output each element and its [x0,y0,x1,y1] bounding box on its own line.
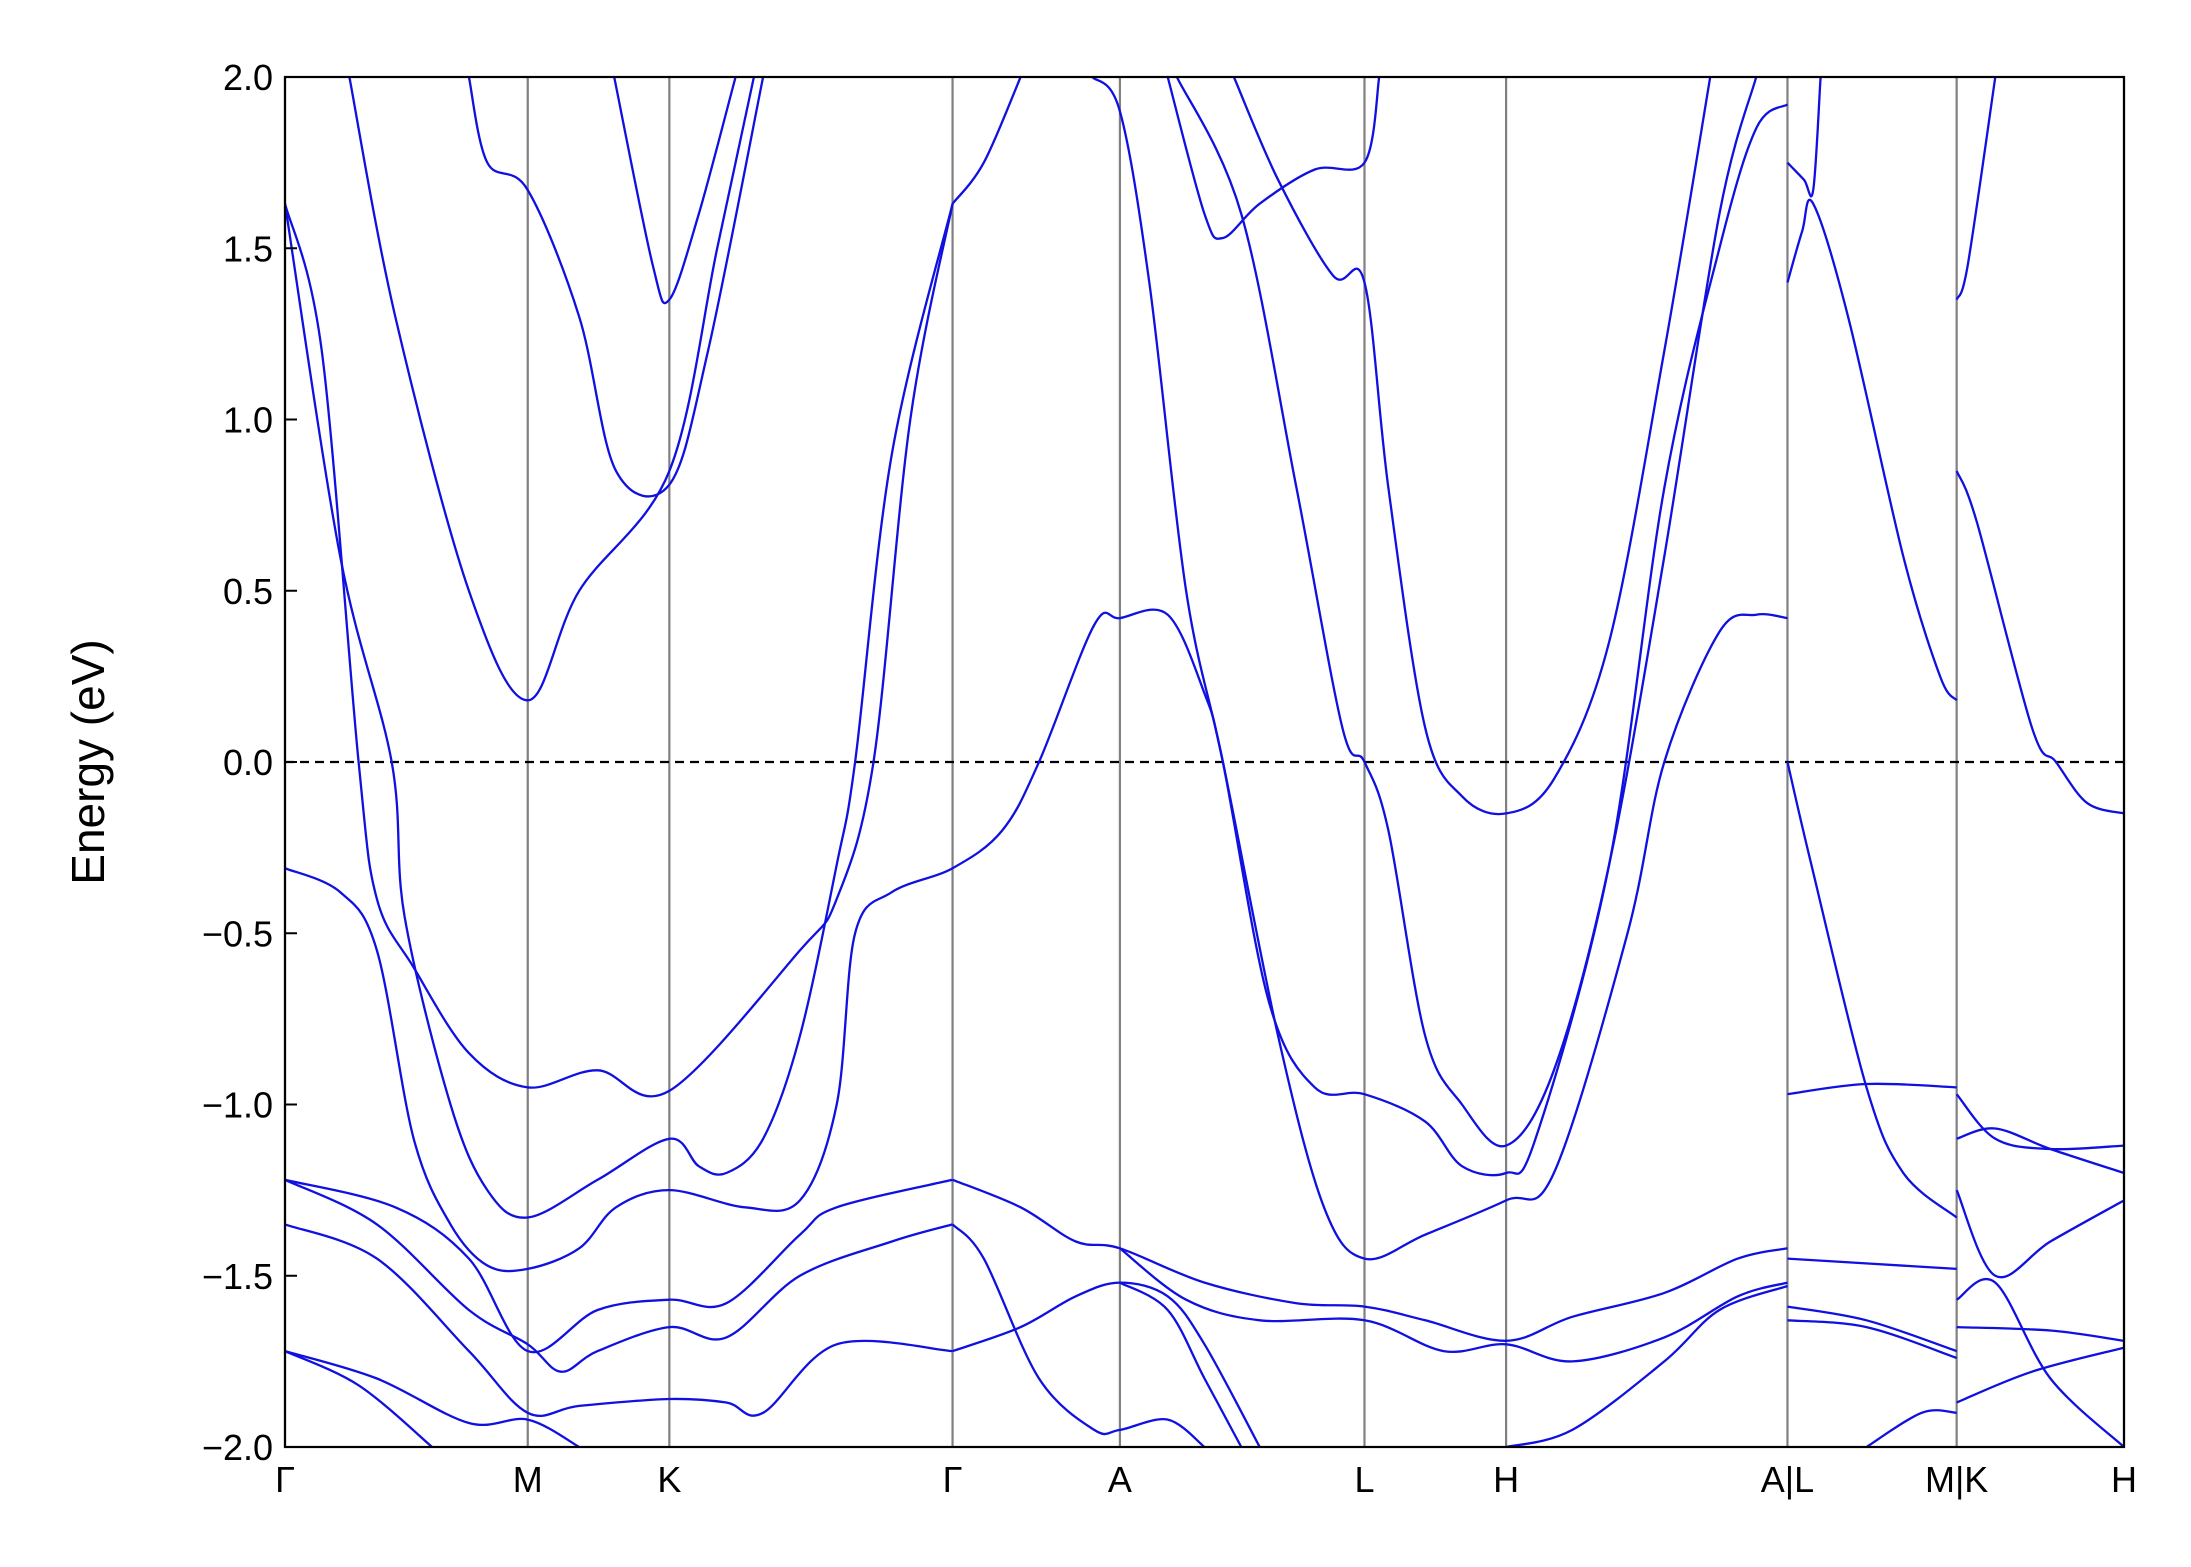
x-tick-label: H [1493,1459,1519,1500]
x-tick-label: K [657,1459,681,1500]
band-line [285,1350,433,1447]
band-line [1787,1257,1957,1271]
y-tick-label: 0.0 [223,742,273,783]
band-line [285,1178,953,1354]
band-line [1955,1189,2124,1279]
y-tick-label: 2.0 [223,57,273,98]
band-line [1786,198,1958,702]
y-tick-label: 1.5 [223,228,273,269]
x-tick-label: Γ [275,1459,295,1500]
band-line [1786,761,1958,1219]
band-line [951,1223,1206,1447]
band-line [1787,1082,1957,1096]
grid [283,77,2126,1447]
y-tick-label: −1.5 [202,1256,273,1297]
band-line [285,1178,953,1373]
band-line [1956,1127,2124,1175]
band-line [1786,77,1822,198]
band-line [952,1281,1261,1447]
x-tick-label: A [1108,1459,1132,1500]
y-tick-label: 1.0 [223,400,273,441]
band-line [1787,1319,1958,1360]
band-line [1119,1247,1788,1363]
band-line [285,608,1788,1273]
bands [285,77,2124,1447]
band-line [1091,77,1789,1177]
band-line [285,203,954,1219]
band-line [1119,1281,1243,1447]
band-line [285,1223,953,1418]
x-tick-label: Γ [943,1459,963,1500]
band-line [1956,1278,2124,1447]
band-line [1955,1093,2124,1151]
band-line [1505,1284,1788,1447]
x-tick-label: H [2111,1459,2137,1500]
tick-labels: 2.01.51.00.50.0−0.5−1.0−1.5−2.0Γ M K Γ A L H A|… [202,57,2137,1500]
band-line [1956,1346,2124,1404]
band-line [467,77,765,498]
band-line [285,203,954,1098]
x-tick-label: L [1354,1459,1374,1500]
band-line [951,77,1022,205]
x-tick-label: M|K [1925,1459,1988,1500]
band-line [1955,77,1997,301]
y-tick-label: −1.0 [202,1085,273,1126]
band-line [1787,1305,1958,1353]
band-line [285,1349,580,1447]
x-tick-label: M [513,1459,543,1500]
band-line [952,1178,1788,1342]
band-line [613,77,737,305]
y-tick-label: −2.0 [202,1427,273,1468]
band-line [1232,77,1712,816]
band-line [1865,1409,1957,1447]
y-tick-label: 0.5 [223,571,273,612]
band-line [1166,77,1381,240]
y-axis-label: Energy (eV) [62,639,114,884]
y-tick-label: −0.5 [202,913,273,954]
band-line [348,77,756,702]
x-tick-label: A|L [1761,1459,1814,1500]
band-line [1955,470,2124,815]
band-line [1175,77,1758,1148]
band-line [1956,1325,2124,1342]
